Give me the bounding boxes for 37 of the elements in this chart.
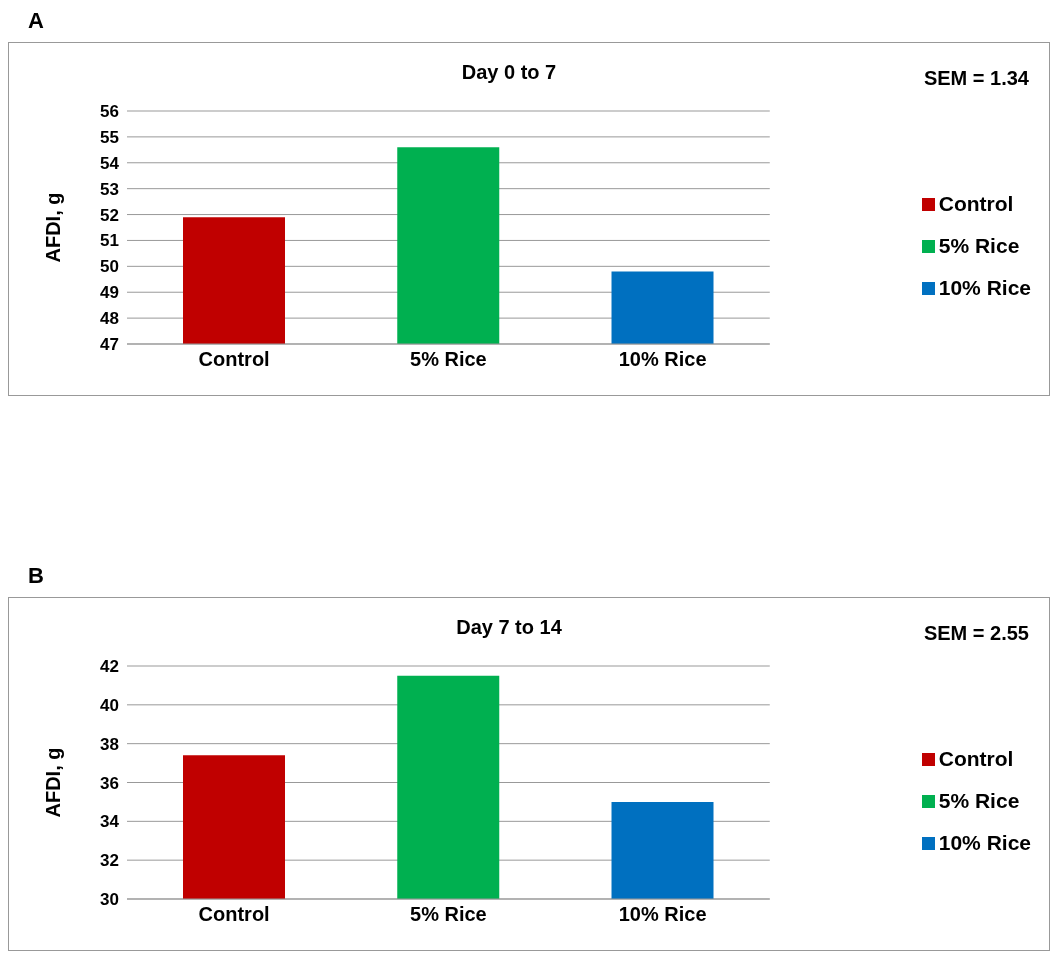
y-tick-label: 38 [100,734,119,754]
y-tick-label: 42 [100,657,119,677]
y-axis-title: AFDI, g [42,747,65,818]
y-tick-label: 56 [100,102,119,122]
y-axis-title: AFDI, g [42,192,65,263]
legend-label: 5% Rice [938,233,1020,257]
x-tick-label: 10% Rice [618,903,707,926]
y-tick-label: 55 [100,127,119,147]
y-tick-label: 36 [100,773,119,793]
y-tick-label: 34 [100,812,120,832]
y-tick-label: 50 [100,257,119,277]
y-tick-label: 49 [100,283,119,303]
legend-label: Control [938,191,1014,215]
legend-label: Control [938,746,1014,770]
y-tick-label: 54 [100,153,120,173]
text: SEM = 1.34 [923,67,1029,90]
x-tick-label: 5% Rice [410,348,487,371]
text: B [28,563,45,590]
y-tick-label: 52 [100,205,119,225]
y-tick-label: 40 [100,695,119,715]
legend-label: 10% Rice [938,275,1031,299]
y-tick-label: 48 [100,309,119,329]
x-tick-label: 5% Rice [410,903,487,926]
y-tick-label: 32 [100,851,119,871]
y-tick-label: 30 [100,890,119,910]
chart-title: Day 7 to 14 [456,616,562,638]
y-tick-label: 51 [100,231,119,251]
x-tick-label: Control [198,903,270,926]
x-tick-label: Control [198,348,270,371]
legend-label: 5% Rice [938,788,1020,812]
y-tick-label: 53 [100,179,119,199]
y-tick-label: 47 [100,335,119,355]
legend-label: 10% Rice [938,830,1031,854]
text: A [28,8,45,35]
x-tick-label: 10% Rice [618,348,707,371]
chart-title: Day 0 to 7 [461,61,557,83]
text: SEM = 2.55 [923,622,1029,645]
